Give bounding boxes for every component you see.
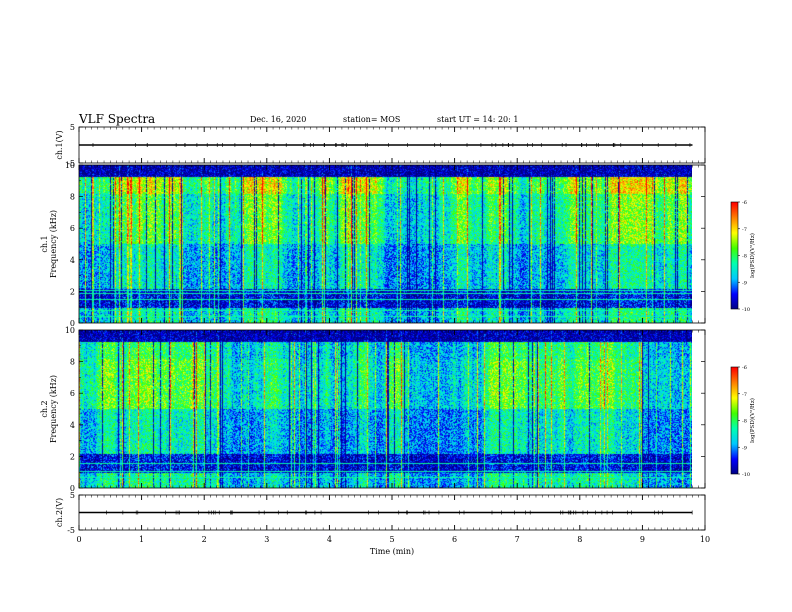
y-tick-label: 0 (70, 319, 75, 328)
colorbar-ch1-tick-label: -6 (742, 200, 747, 206)
colorbar-ch1-label: log(PSD)(V²/Hz) (749, 233, 756, 278)
x-tick-label: 0 (76, 535, 81, 544)
y-axis-label-unit: Frequency (kHz) (49, 375, 58, 443)
y-tick-label: 4 (70, 421, 75, 430)
x-tick-label: 10 (700, 535, 710, 544)
colorbar-ch2-gradient (731, 367, 738, 474)
y-tick-label: 8 (70, 358, 75, 367)
y-tick-label: 6 (70, 389, 75, 398)
y-axis-label-channel: ch.1 (40, 235, 49, 252)
panels (79, 165, 705, 488)
y-tick-label: -5 (67, 526, 75, 535)
colorbar-ch1-tick-label: -9 (742, 280, 747, 286)
y-tick-label: 10 (65, 161, 75, 170)
colorbar-ch2-label: log(PSD)(V²/Hz) (749, 398, 756, 443)
station-label: station= MOS (343, 115, 401, 124)
y-tick-label: 2 (70, 452, 75, 461)
start-time-label: start UT = 14: 20: 1 (437, 115, 519, 124)
colorbar-ch2-tick-label: -7 (742, 392, 747, 398)
x-tick-label: 1 (139, 535, 144, 544)
y-tick-label: 4 (70, 256, 75, 265)
colorbar-ch1-tick-label: -7 (742, 227, 747, 233)
x-tick-label: 6 (452, 535, 457, 544)
x-tick-label: 9 (640, 535, 645, 544)
x-tick-label: 4 (327, 535, 332, 544)
y-axis-label-unit: Frequency (kHz) (49, 210, 58, 278)
y-axis-label-channel: ch.2 (40, 400, 49, 417)
y-tick-label: 0 (70, 484, 75, 493)
x-tick-label: 3 (264, 535, 269, 544)
y-tick-label: 10 (65, 326, 75, 335)
colorbar-ch1-gradient (731, 202, 738, 309)
x-tick-label: 8 (577, 535, 582, 544)
y-tick-label: 6 (70, 224, 75, 233)
colorbar-ch2-tick-label: -9 (742, 445, 747, 451)
x-tick-label: 5 (389, 535, 394, 544)
colorbar-ch2-tick-label: -8 (742, 419, 747, 425)
chart-title: VLF Spectra (79, 112, 156, 126)
x-tick-label: 7 (515, 535, 520, 544)
colorbar-ch1-tick-label: -8 (742, 254, 747, 260)
spectrogram-image-ch2 (79, 330, 692, 488)
y-tick-label: 5 (70, 123, 75, 132)
x-axis-label: Time (min) (370, 547, 414, 556)
y-tick-label: 5 (70, 491, 75, 500)
y-tick-label: 8 (70, 193, 75, 202)
date-label: Dec. 16, 2020 (250, 115, 307, 124)
y-axis-label: ch.1(V) (55, 130, 64, 159)
x-tick-label: 2 (202, 535, 207, 544)
colorbar-ch2-tick-label: -6 (742, 365, 747, 371)
colorbar-ch1-tick-label: -10 (742, 307, 750, 313)
colorbar-ch2-tick-label: -10 (742, 472, 750, 478)
spectrogram-gap (692, 165, 705, 323)
spectrogram-gap (692, 330, 705, 488)
y-tick-label: -5 (67, 159, 75, 168)
y-tick-label: 2 (70, 287, 75, 296)
y-axis-label: ch.2(V) (55, 498, 64, 527)
spectrogram-image-ch1 (79, 165, 692, 323)
